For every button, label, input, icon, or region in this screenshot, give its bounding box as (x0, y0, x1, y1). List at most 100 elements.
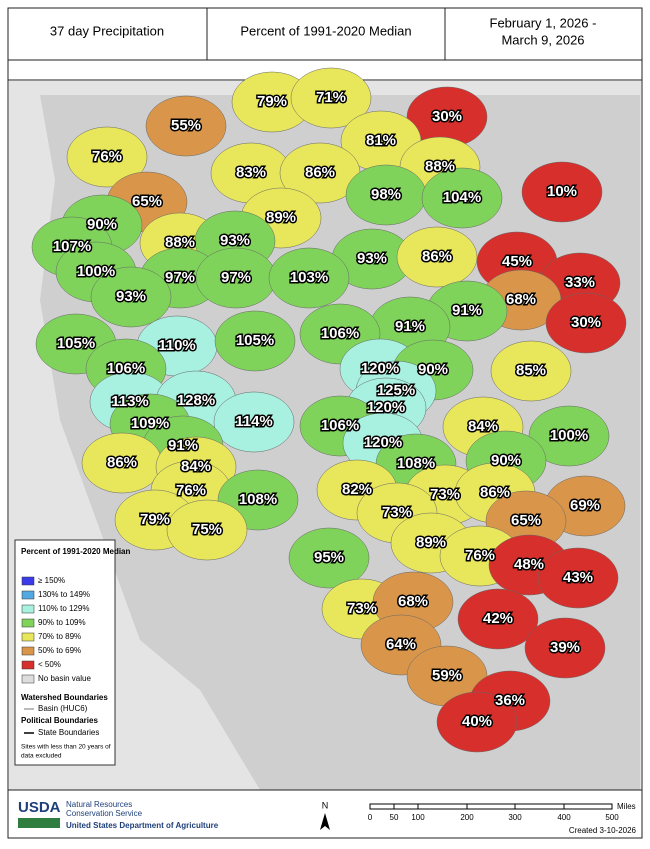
basin-label: 55% (171, 117, 201, 134)
basin-label: 36% (495, 692, 525, 709)
basin-label: 43% (563, 569, 593, 586)
basin-label: 90% (491, 452, 521, 469)
header-title: 37 day Precipitation (50, 23, 164, 38)
usda-logo: USDA (18, 799, 61, 816)
basin-label: 86% (107, 454, 137, 471)
basin-label: 64% (386, 636, 416, 653)
basin-label: 30% (571, 314, 601, 331)
basin-label: 91% (168, 437, 198, 454)
basin-label: 90% (87, 216, 117, 233)
basin-label: 76% (92, 148, 122, 165)
basin-label: 76% (176, 482, 206, 499)
legend-item: ≥ 150% (38, 576, 65, 585)
created: Created 3-10-2026 (569, 826, 637, 835)
legend-note: data excluded (21, 753, 62, 760)
legend-title: Percent of 1991-2020 Median (21, 547, 130, 556)
basin (545, 292, 627, 354)
agency: Conservation Service (66, 809, 143, 818)
legend-swatch (21, 646, 35, 656)
basin-label: 100% (77, 263, 115, 280)
basin (213, 391, 295, 453)
legend-item: Basin (HUC6) (38, 704, 88, 713)
legend-item: 70% to 89% (38, 632, 81, 641)
basin (214, 310, 296, 372)
basin-label: 42% (483, 610, 513, 627)
basin-label: 48% (514, 556, 544, 573)
legend-item: State Boundaries (38, 728, 99, 737)
legend-item: 50% to 69% (38, 646, 81, 655)
basin-label: 95% (314, 549, 344, 566)
basin (421, 167, 503, 229)
basin-label: 39% (550, 639, 580, 656)
basin-label: 65% (132, 193, 162, 210)
basin-label: 84% (468, 418, 498, 435)
scale-label: 0 (368, 813, 373, 822)
north-arrow (320, 813, 330, 830)
basin-label: 45% (502, 253, 532, 270)
basin-label: 73% (430, 486, 460, 503)
basin-label: 33% (565, 274, 595, 291)
basin (537, 547, 619, 609)
basin (145, 95, 227, 157)
basin-label: 84% (181, 458, 211, 475)
basin-label: 103% (290, 269, 328, 286)
basin-label: 93% (116, 288, 146, 305)
basin (90, 266, 172, 328)
basin-label: 81% (366, 132, 396, 149)
basin-label: 120% (367, 399, 405, 416)
basin (490, 340, 572, 402)
basin (396, 226, 478, 288)
legend-item: No basin value (38, 674, 91, 683)
scale-label: 400 (557, 813, 571, 822)
basin-label: 10% (547, 183, 577, 200)
department: United States Department of Agriculture (66, 821, 219, 830)
basin (524, 617, 606, 679)
basin-label: 73% (347, 600, 377, 617)
header-subtitle: Percent of 1991-2020 Median (240, 23, 411, 38)
basin-label: 82% (342, 481, 372, 498)
basin-label: 90% (418, 361, 448, 378)
frame (7, 7, 643, 839)
basin-label: 91% (395, 318, 425, 335)
logo-mark (18, 818, 60, 828)
basin-label: 106% (321, 417, 359, 434)
basin-label: 109% (131, 415, 169, 432)
legend-swatch (21, 618, 35, 628)
legend-swatch (21, 632, 35, 642)
basin-label: 104% (443, 189, 481, 206)
basin-label: 97% (165, 269, 195, 286)
basin-label: 75% (192, 521, 222, 538)
basin-label: 69% (570, 497, 600, 514)
legend-item: 110% to 129% (38, 604, 89, 613)
basin-label: 125% (377, 382, 415, 399)
basin-label: 114% (235, 413, 273, 430)
basin-label: 88% (425, 158, 455, 175)
legend-heading: Political Boundaries (21, 716, 98, 725)
basin-label: 68% (398, 593, 428, 610)
scale-label: 50 (390, 813, 399, 822)
legend-swatch (21, 674, 35, 684)
basin (290, 67, 372, 129)
basin-label: 98% (371, 186, 401, 203)
basin-label: 110% (158, 337, 196, 354)
scale-bar (369, 803, 613, 810)
basin-label: 97% (221, 269, 251, 286)
header-date: February 1, 2026 - (490, 15, 597, 30)
basin-label: 88% (165, 234, 195, 251)
basin-label: 83% (236, 164, 266, 181)
basin-label: 120% (364, 434, 402, 451)
basin-label: 30% (432, 108, 462, 125)
scale-unit: Miles (617, 802, 636, 811)
basin-label: 105% (236, 332, 274, 349)
scale-label: 200 (460, 813, 474, 822)
basin-label: 85% (516, 362, 546, 379)
legend-note: Sites with less than 20 years of (21, 744, 111, 751)
basin-label: 106% (321, 325, 359, 342)
scale-label: 300 (508, 813, 522, 822)
legend-swatch (21, 660, 35, 670)
basin-label: 76% (465, 547, 495, 564)
basin-label: 105% (57, 335, 95, 352)
basin-label: 86% (422, 248, 452, 265)
